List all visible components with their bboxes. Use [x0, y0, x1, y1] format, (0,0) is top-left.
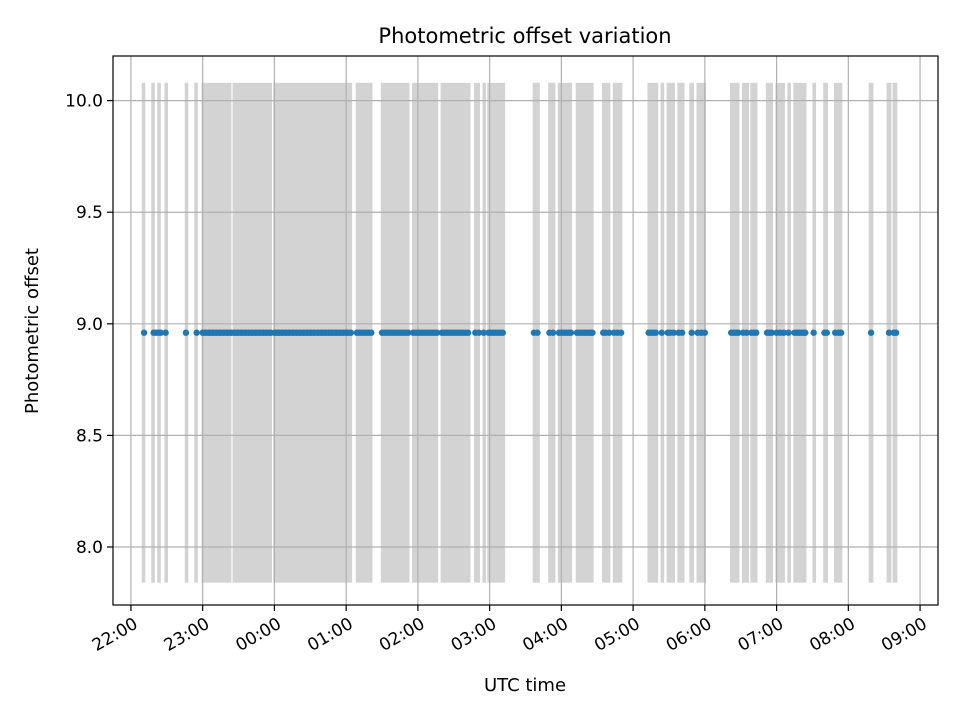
- data-point: [670, 329, 677, 336]
- data-point: [753, 329, 760, 336]
- data-point: [182, 329, 190, 336]
- data-point: [678, 329, 686, 336]
- data-point: [405, 329, 412, 336]
- data-point: [567, 329, 575, 336]
- data-point: [780, 329, 787, 336]
- data-point: [892, 329, 900, 336]
- data-point: [837, 329, 845, 336]
- data-point: [810, 329, 817, 336]
- data-point: [368, 329, 375, 336]
- y-tick-label: 9.0: [76, 315, 103, 335]
- data-point: [475, 329, 483, 336]
- plot-frame: [112, 55, 939, 606]
- data-point: [140, 329, 148, 336]
- y-tick-label: 8.0: [76, 538, 103, 558]
- y-tick-label: 9.5: [76, 203, 103, 223]
- data-point: [688, 329, 695, 336]
- data-point: [157, 329, 165, 336]
- chart-title: Photometric offset variation: [378, 24, 671, 48]
- data-point: [193, 329, 200, 336]
- data-point: [347, 329, 355, 336]
- data-point: [768, 329, 776, 336]
- data-point: [605, 329, 613, 336]
- data-point: [885, 329, 893, 336]
- data-point: [549, 329, 557, 336]
- y-tick-label: 8.5: [76, 426, 103, 446]
- data-point: [652, 329, 660, 336]
- data-point: [658, 329, 666, 336]
- data-point: [499, 329, 506, 336]
- data-point: [743, 329, 750, 336]
- data-point: [735, 329, 742, 336]
- data-point: [464, 329, 472, 336]
- y-axis-label: Photometric offset: [22, 248, 43, 414]
- y-tick-label: 10.0: [65, 92, 103, 112]
- data-point: [823, 329, 831, 336]
- data-point: [785, 329, 792, 336]
- data-point: [701, 329, 709, 336]
- data-point: [802, 329, 809, 336]
- data-points: [140, 329, 900, 336]
- data-point: [480, 329, 487, 336]
- data-point: [534, 329, 541, 336]
- data-point: [433, 329, 441, 336]
- data-point: [162, 329, 169, 336]
- data-point: [589, 329, 596, 336]
- x-axis-label: UTC time: [484, 675, 566, 696]
- data-point: [617, 329, 625, 336]
- data-point: [867, 329, 875, 336]
